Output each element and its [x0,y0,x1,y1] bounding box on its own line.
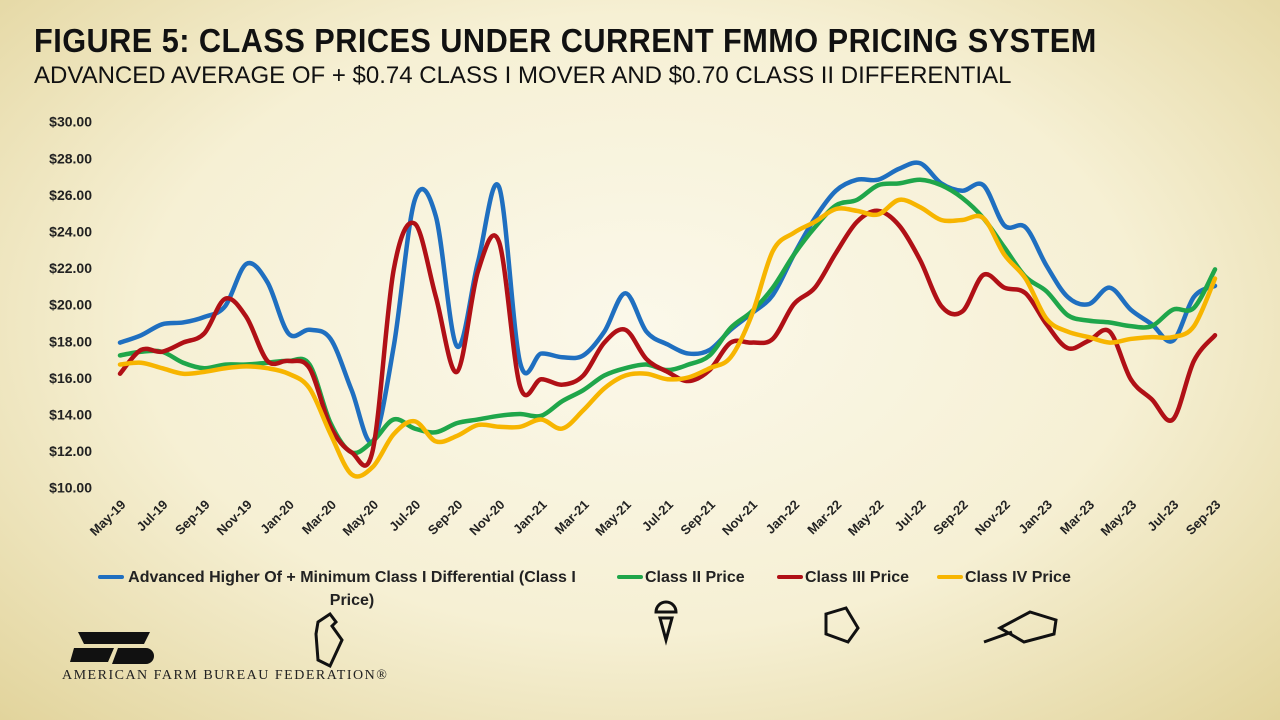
x-tick-label: Nov-20 [466,497,507,538]
y-tick-label: $16.00 [49,370,92,386]
chart-subtitle: ADVANCED AVERAGE OF + $0.74 CLASS I MOVE… [34,62,1012,89]
y-tick-label: $18.00 [49,333,92,349]
x-tick-label: Jan-23 [1015,497,1055,537]
legend-item: Class III Price [777,566,937,589]
series-line [117,177,1218,456]
legend-label: Class II Price [645,569,745,586]
legend-item: Advanced Higher Of + Minimum Class I Dif… [98,566,578,612]
chart-title: FIGURE 5: CLASS PRICES UNDER CURRENT FMM… [34,22,1097,59]
y-tick-label: $20.00 [49,297,92,313]
legend-swatch [98,575,124,579]
y-tick-label: $24.00 [49,224,92,240]
logo [70,632,154,664]
y-tick-label: $12.00 [49,443,92,459]
series-line [117,160,1218,445]
x-tick-label: Nov-19 [214,497,255,538]
x-tick-label: Jul-23 [1144,497,1181,534]
x-tick-label: Jan-22 [763,497,803,537]
x-tick-label: Mar-21 [552,497,592,537]
x-tick-label: Sep-23 [1183,497,1224,538]
x-tick-label: May-23 [1098,497,1140,539]
y-tick-label: $14.00 [49,407,92,423]
y-tick-label: $10.00 [49,480,92,496]
legend-item: Class II Price [617,566,777,589]
footer-text: AMERICAN FARM BUREAU FEDERATION® [62,668,389,683]
legend-swatch [777,575,803,579]
x-tick-label: Sep-19 [172,497,213,538]
legend-label: Advanced Higher Of + Minimum Class I Dif… [128,569,576,609]
y-tick-label: $30.00 [49,114,92,130]
x-tick-label: May-22 [845,497,887,539]
x-tick-label: Nov-22 [972,497,1013,538]
x-tick-label: May-21 [592,497,634,539]
x-tick-label: Mar-20 [299,497,339,537]
x-tick-label: Jul-21 [639,497,676,534]
y-tick-label: $22.00 [49,260,92,276]
x-tick-label: Jan-21 [510,497,550,537]
x-tick-label: Sep-22 [930,497,971,538]
x-tick-label: May-20 [339,497,381,539]
legend-swatch [937,575,963,579]
x-tick-label: Jan-20 [257,497,297,537]
legend-label: Class IV Price [965,569,1071,586]
x-tick-label: Jul-20 [386,497,423,534]
y-tick-label: $28.00 [49,150,92,166]
x-tick-label: Sep-21 [677,497,718,538]
x-tick-label: May-19 [87,497,129,539]
series-line [117,208,1218,468]
legend-item: Class IV Price [937,566,1117,589]
x-tick-label: Mar-23 [1057,497,1097,537]
x-tick-label: Sep-20 [425,497,466,538]
legend-label: Class III Price [805,569,910,586]
series-line [117,197,1218,479]
x-tick-label: Nov-21 [719,497,760,538]
legend-swatch [617,575,643,579]
y-tick-label: $26.00 [49,187,92,203]
x-tick-label: Mar-22 [804,497,844,537]
x-tick-label: Jul-19 [133,497,170,534]
x-tick-label: Jul-22 [892,497,929,534]
icons [314,600,1058,669]
